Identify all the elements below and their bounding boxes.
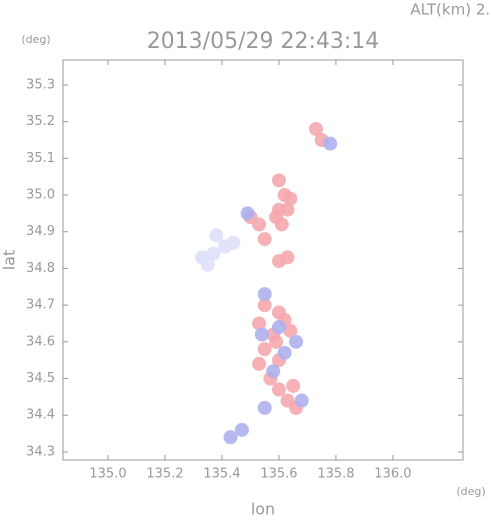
echo-point [200, 257, 215, 272]
echo-point [283, 323, 298, 338]
echo-point [277, 345, 292, 360]
y-tick-label: 34.5 [26, 371, 55, 386]
echo-point [323, 136, 338, 151]
x-tick-label: 135.8 [317, 467, 354, 482]
y-unit: (deg) [21, 33, 50, 46]
echo-point [234, 422, 249, 437]
echo-point [252, 356, 267, 371]
echo-point [257, 400, 272, 415]
y-tick-label: 35.2 [26, 114, 55, 129]
echo-point [209, 228, 224, 243]
echo-point [283, 191, 298, 206]
echo-point [226, 235, 241, 250]
plot-frame [62, 59, 464, 461]
y-tick-label: 34.9 [26, 224, 55, 239]
y-tick-label: 34.8 [26, 261, 55, 276]
echo-point [240, 206, 255, 221]
echo-point [286, 378, 301, 393]
echo-point [271, 173, 286, 188]
x-unit: (deg) [456, 485, 485, 498]
chart-subtitle: ALT(km) 2.0 [410, 1, 491, 19]
echo-point [257, 342, 272, 357]
x-tick-label: 135.0 [89, 467, 126, 482]
echo-point [257, 232, 272, 247]
echo-point [271, 382, 286, 397]
x-tick-label: 135.6 [260, 467, 297, 482]
echo-point [308, 121, 323, 136]
echo-point [294, 393, 309, 408]
echo-point [266, 364, 281, 379]
x-tick-label: 135.2 [146, 467, 183, 482]
echo-point [280, 250, 295, 265]
y-tick-label: 34.4 [26, 408, 55, 423]
y-tick-label: 35.3 [26, 77, 55, 92]
echo-point [280, 202, 295, 217]
y-tick-label: 34.6 [26, 334, 55, 349]
y-tick-label: 35.0 [26, 188, 55, 203]
echo-point [254, 327, 269, 342]
echo-point [223, 430, 238, 445]
echo-point [206, 246, 221, 261]
chart-title: 2013/05/29 22:43:14 [147, 29, 380, 54]
echo-point [271, 320, 286, 335]
echo-point [269, 334, 284, 349]
y-tick-label: 34.7 [26, 298, 55, 313]
echo-point [257, 298, 272, 313]
y-axis-label: lat [0, 250, 19, 271]
y-tick-label: 35.1 [26, 151, 55, 166]
x-tick-label: 135.4 [203, 467, 240, 482]
echo-point [257, 287, 272, 302]
x-axis-label: lon [251, 500, 275, 519]
echo-point [269, 210, 284, 225]
y-tick-label: 34.3 [26, 444, 55, 459]
echo-point [252, 316, 267, 331]
echo-point [289, 334, 304, 349]
x-tick-label: 136.0 [374, 467, 411, 482]
